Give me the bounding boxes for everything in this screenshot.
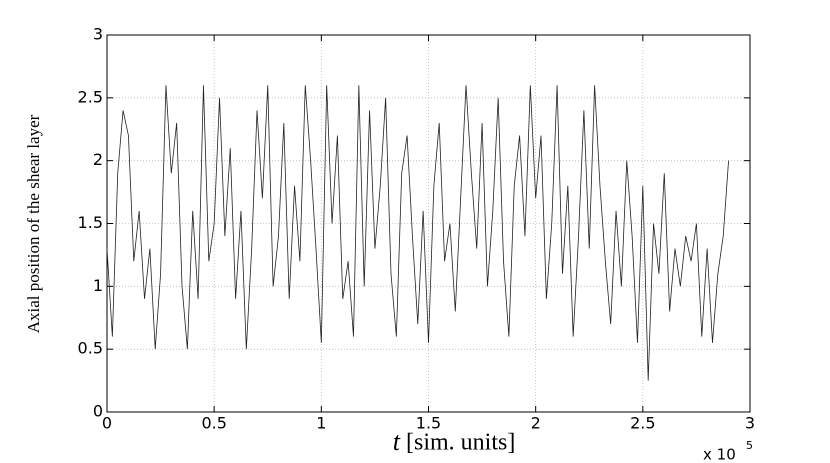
y-axis-label: Axial position of the shear layer [24, 114, 43, 333]
x-tick-label: 3 [745, 414, 755, 433]
y-tick-label: 0 [93, 402, 103, 421]
y-tick-label: 2 [93, 150, 103, 169]
y-tick-label: 2.5 [78, 87, 103, 106]
y-tick-label: 1.5 [78, 213, 103, 232]
x-axis-label-var: t [393, 427, 401, 456]
x-tick-label: 1.5 [416, 414, 441, 433]
x-exponent-base: x 10 [703, 446, 736, 463]
data-line [106, 85, 729, 381]
x-tick-label: 0 [102, 414, 112, 433]
x-tick-label: 2 [531, 414, 541, 433]
y-tick-label: 3 [93, 25, 103, 44]
x-tick-label: 1 [316, 414, 326, 433]
x-exponent: 5 [746, 439, 753, 452]
x-axis-label-unit: [sim. units] [406, 430, 515, 456]
x-tick-label: 0.5 [201, 414, 226, 433]
plot-frame [106, 34, 751, 413]
x-tick-label: 2.5 [630, 414, 655, 433]
y-tick-label: 1 [93, 276, 103, 295]
y-tick-label: 0.5 [78, 339, 103, 358]
